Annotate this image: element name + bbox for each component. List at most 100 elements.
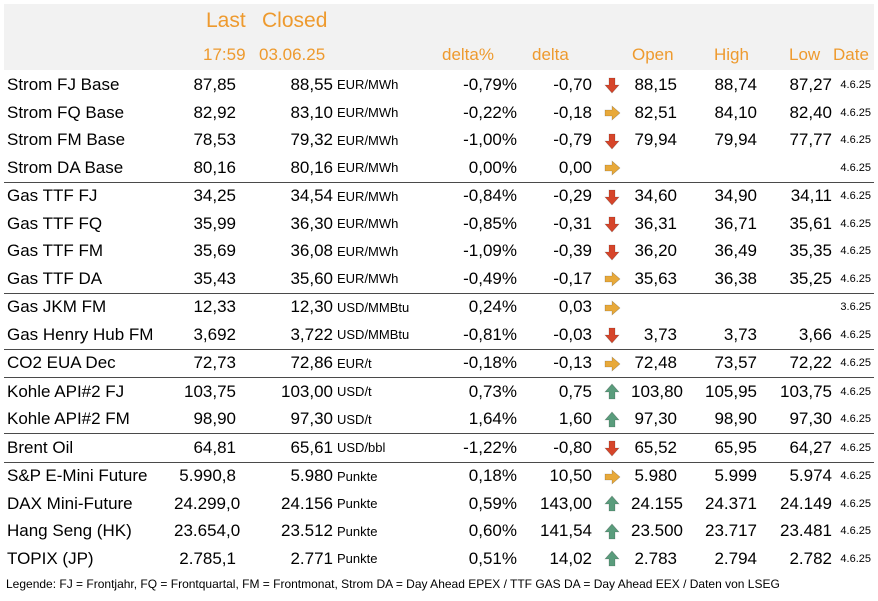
last-value: 82,92 (193, 102, 236, 122)
delta-pct-value: -1,09% (463, 241, 517, 261)
high-value: 5.999 (677, 461, 757, 490)
delta-pct-value: -0,22% (463, 102, 517, 122)
closed-value: 103,00 (236, 377, 333, 406)
unit-label: EUR/t (333, 348, 421, 378)
low-value: 35,35 (789, 241, 832, 261)
arrow-down-icon (603, 77, 620, 94)
unit-label: Punkte (333, 461, 421, 490)
trend-cell (592, 321, 631, 349)
last-value: 2.785,1 (179, 548, 236, 568)
arrow-down-icon (603, 216, 620, 233)
delta-pct-value: 0,59% (468, 493, 517, 513)
quotes-table: Strom FJ Base 87,85 88,55 EUR/MWh -0,79% -0,7… (4, 70, 874, 573)
closed-value: 2.771 (290, 548, 333, 568)
date-value: 4.6.25 (832, 377, 874, 406)
date-value: 4.6.25 (840, 161, 871, 174)
table-row: TOPIX (JP) 2.785,1 2.771 Punkte 0,51% 14,02 2.… (4, 545, 874, 573)
high-value: 84,10 (714, 102, 757, 122)
open-value: 23.500 (631, 521, 683, 541)
delta-value: -0,18 (553, 102, 592, 122)
open-value: 82,51 (634, 102, 677, 122)
row-name: S&P E-Mini Future (4, 461, 174, 490)
row-name: Gas TTF FJ (4, 181, 174, 210)
last-value: 12,33 (174, 292, 236, 321)
last-value: 103,75 (174, 377, 236, 406)
last-value: 35,43 (193, 268, 236, 288)
low-value (757, 154, 832, 182)
trend-cell (592, 461, 631, 490)
header-open: Open (632, 45, 674, 64)
delta-value: 14,02 (549, 548, 592, 568)
table-row: S&P E-Mini Future 5.990,8 5.980 Punkte 0,18%… (4, 461, 874, 490)
table-row: DAX Mini-Future 24.299,0 24.156 Punkte 0,59%… (4, 490, 874, 518)
table-row: Hang Seng (HK) 23.654,0 23.512 Punkte 0,60% 1… (4, 518, 874, 546)
unit-label: USD/MMBtu (337, 327, 410, 343)
last-value: 98,90 (193, 409, 236, 429)
date-value: 4.6.25 (840, 525, 871, 538)
last-value: 3,692 (193, 324, 236, 344)
table-row: Strom FJ Base 87,85 88,55 EUR/MWh -0,79% -0,7… (4, 70, 874, 99)
low-value: 35,25 (789, 268, 832, 288)
row-name: CO2 EUA Dec (4, 348, 174, 378)
high-value: 3,73 (723, 324, 757, 344)
high-value: 105,95 (677, 377, 757, 406)
low-value: 87,27 (789, 74, 832, 94)
delta-value: -0,79 (553, 130, 592, 150)
trend-cell (592, 210, 631, 238)
delta-value: 0,75 (517, 377, 592, 406)
last-value: 72,73 (174, 348, 236, 378)
date-value: 4.6.25 (840, 328, 871, 341)
high-value: 36,49 (714, 241, 757, 261)
row-name: Gas Henry Hub FM (7, 324, 154, 344)
arrow-up-icon (603, 523, 620, 540)
date-value: 4.6.25 (832, 181, 874, 210)
trend-cell (592, 490, 631, 518)
arrow-right-icon (604, 271, 620, 287)
arrow-up-icon (603, 550, 620, 567)
row-name: Strom FQ Base (7, 102, 125, 122)
closed-value: 5.980 (236, 461, 333, 490)
trend-cell (592, 265, 631, 293)
closed-value: 34,54 (236, 181, 333, 210)
low-value: 82,40 (789, 102, 832, 122)
delta-value: 141,54 (540, 521, 592, 541)
row-name: Gas TTF DA (7, 268, 103, 288)
high-value: 2.794 (714, 548, 757, 568)
delta-value: -0,70 (553, 74, 592, 94)
table-row: Gas JKM FM 12,33 12,30 USD/MMBtu 0,24% 0,03 3.… (4, 292, 874, 321)
last-value: 35,99 (193, 213, 236, 233)
delta-pct-value: 0,73% (421, 377, 517, 406)
unit-label: EUR/MWh (337, 105, 399, 121)
high-value: 24.371 (705, 493, 757, 513)
row-name: Hang Seng (HK) (7, 521, 132, 541)
table-row: Gas Henry Hub FM 3,692 3,722 USD/MMBtu -0,81… (4, 321, 874, 349)
low-value: 2.782 (789, 548, 832, 568)
delta-value: 0,00 (558, 157, 592, 177)
high-value (677, 154, 757, 182)
high-value: 36,71 (714, 213, 757, 233)
table-header: Last Closed 17:59 03.06.25 delta% delta … (4, 4, 874, 70)
low-value: 77,77 (789, 130, 832, 150)
low-value: 34,11 (757, 181, 832, 210)
last-value: 78,53 (193, 130, 236, 150)
closed-value: 24.156 (281, 493, 333, 513)
header-last-time: 17:59 (203, 45, 246, 64)
trend-cell (592, 433, 631, 462)
high-value: 23.717 (705, 521, 757, 541)
low-value: 35,61 (789, 213, 832, 233)
date-value: 4.6.25 (840, 497, 871, 510)
last-value: 80,16 (193, 157, 236, 177)
table-row: CO2 EUA Dec 72,73 72,86 EUR/t -0,18% -0,13 72,… (4, 348, 874, 378)
date-value: 4.6.25 (832, 461, 874, 490)
delta-value: -0,31 (553, 213, 592, 233)
open-value (631, 292, 677, 321)
table-row: Strom DA Base 80,16 80,16 EUR/MWh 0,00% 0,00 4… (4, 154, 874, 182)
arrow-down-icon (603, 440, 620, 457)
unit-label: USD/t (333, 377, 421, 406)
trend-cell (592, 154, 631, 182)
open-value: 2.783 (634, 548, 677, 568)
unit-label: EUR/MWh (337, 77, 399, 92)
open-value: 72,48 (631, 348, 677, 378)
delta-value: -0,39 (553, 241, 592, 261)
arrow-right-icon (604, 105, 620, 121)
